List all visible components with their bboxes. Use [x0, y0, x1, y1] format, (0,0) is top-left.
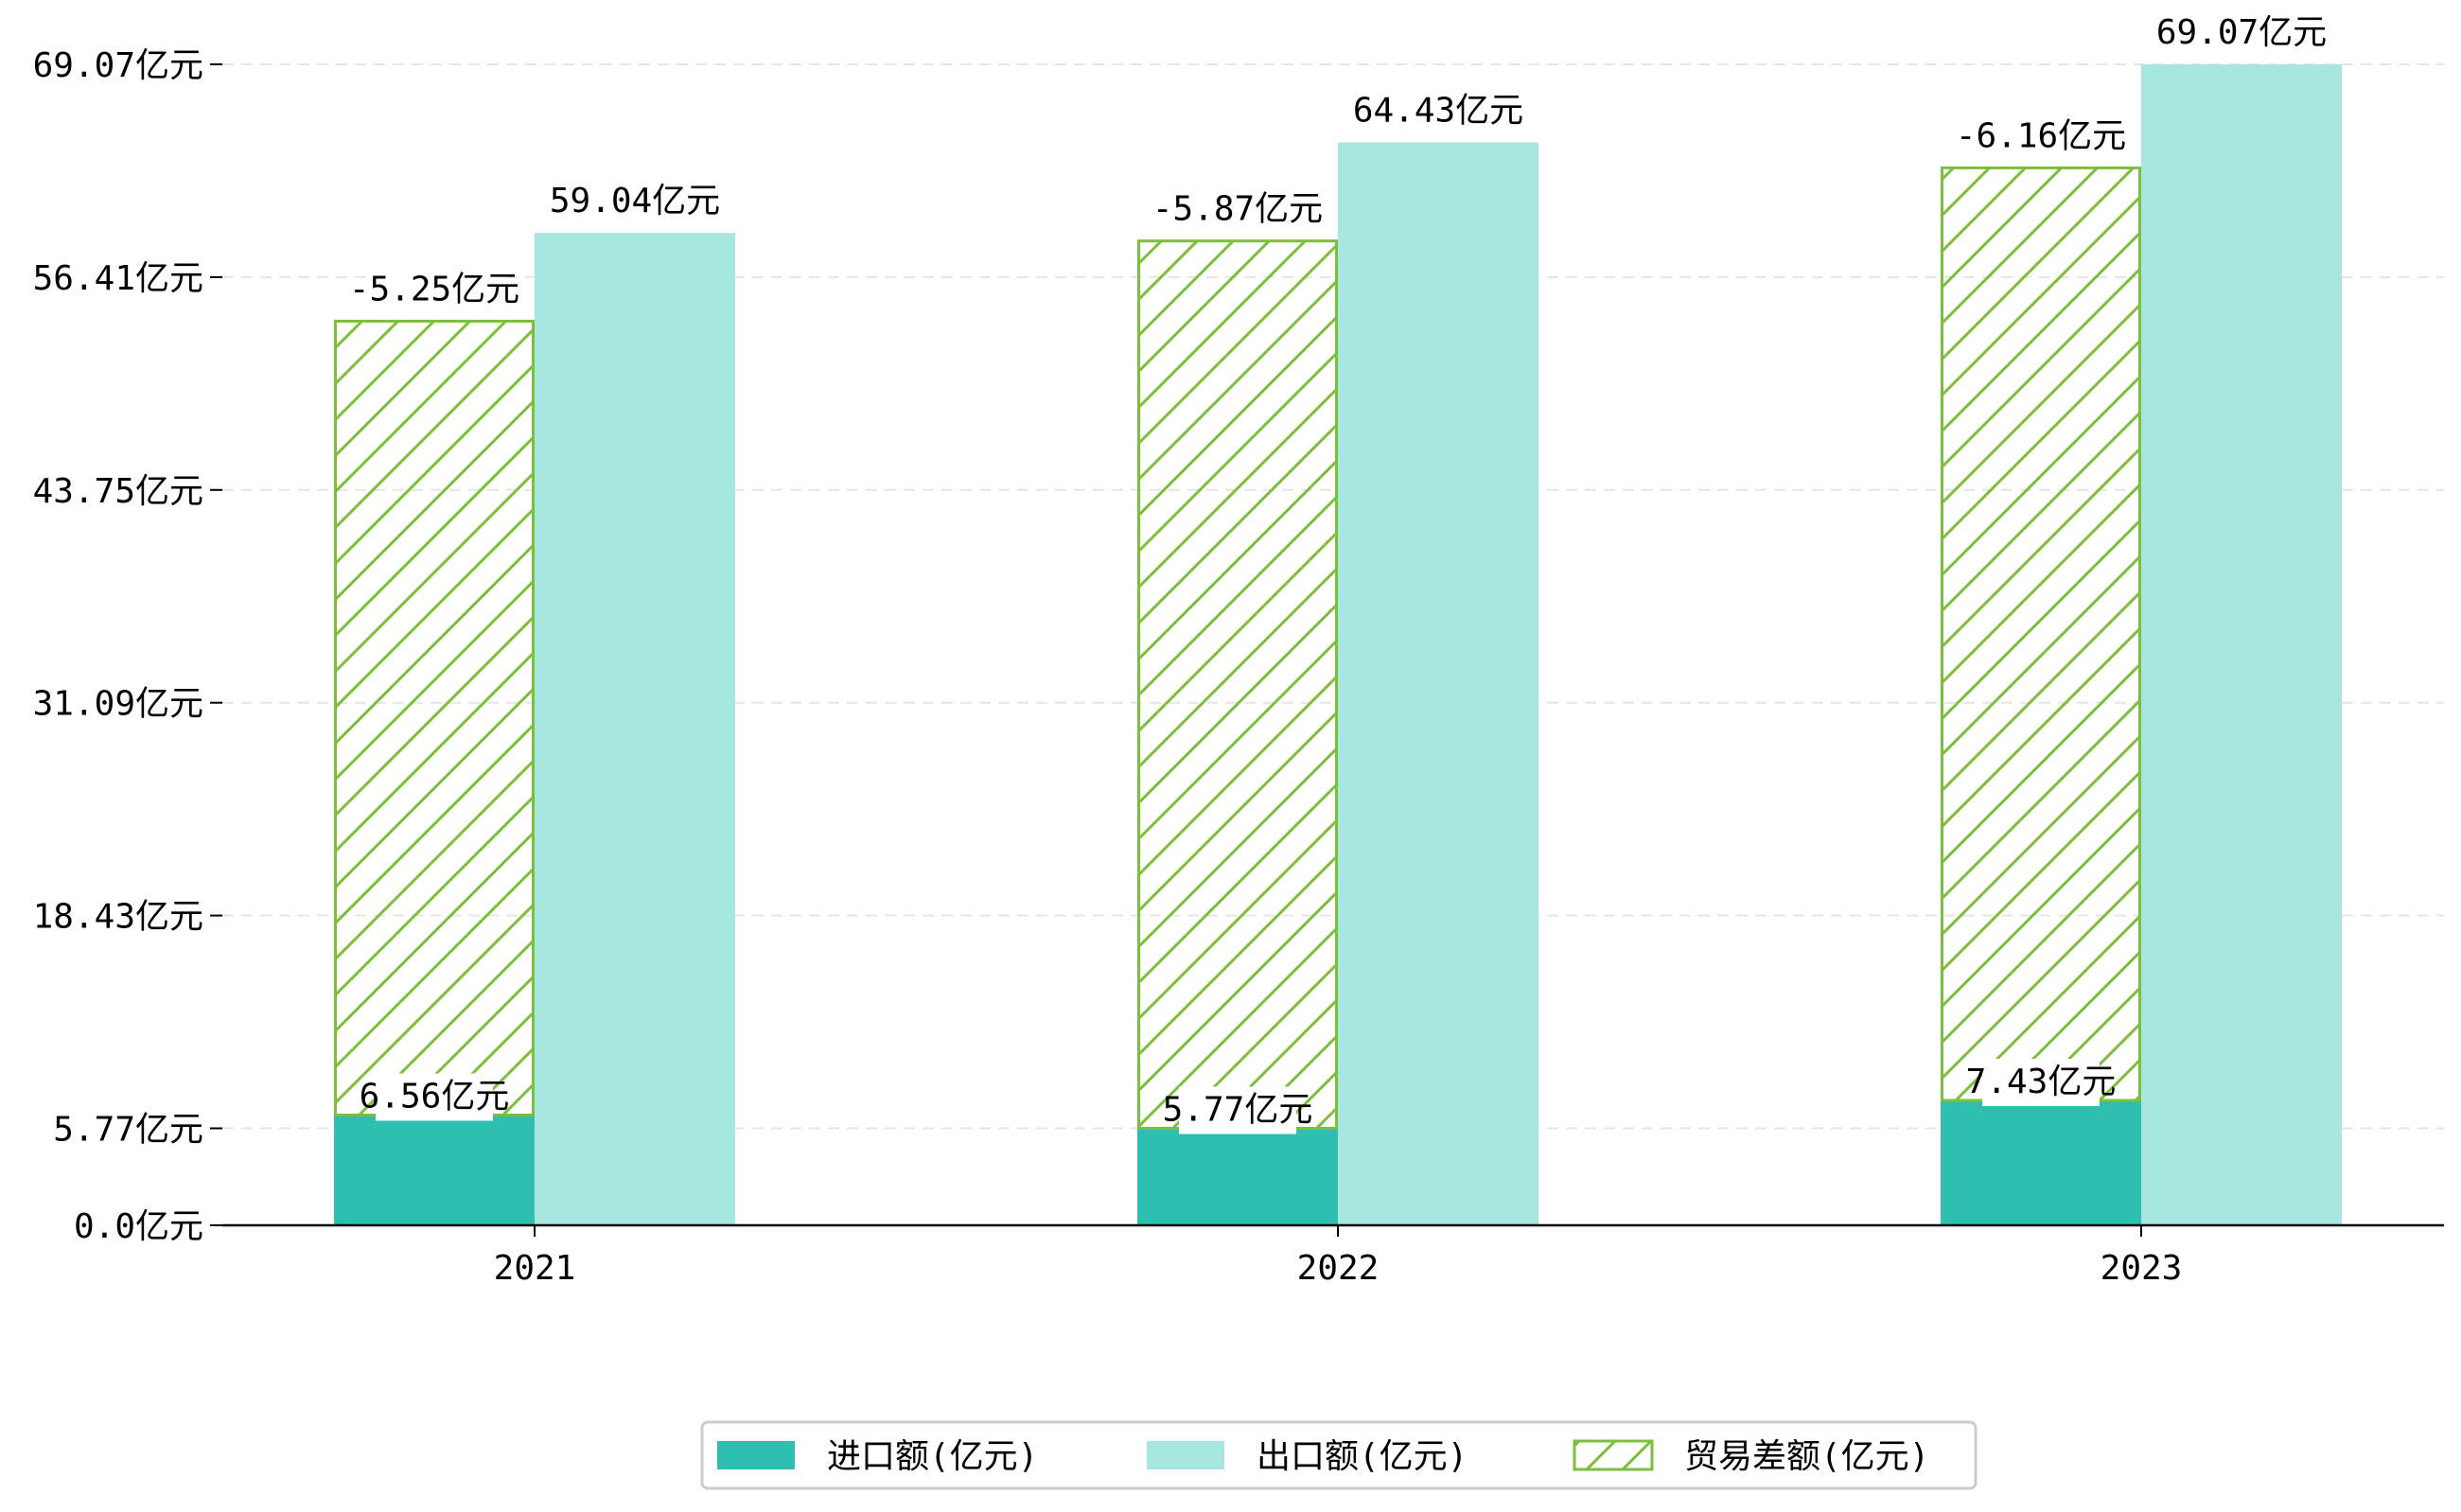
legend-swatch [1147, 1441, 1224, 1469]
trade-balance-value-label-box [1169, 185, 1306, 234]
y-tick-label: 56.41亿元 [33, 259, 203, 298]
legend-item-trade-balance: 贸易差额(亿元) [1573, 1437, 1929, 1476]
x-tick-label: 2022 [1297, 1249, 1380, 1288]
import-value-label: 5.77亿元 [1163, 1090, 1313, 1129]
legend: 进口额(亿元) 出口额(亿元) 贸易差额(亿元) [700, 1420, 1978, 1490]
trade-balance-value-label-box [1973, 113, 2109, 161]
export-bar [2141, 64, 2342, 1225]
import-value-label: 7.43亿元 [1966, 1063, 2117, 1101]
import-bar [1941, 1100, 2141, 1225]
y-tick-label: 43.75亿元 [33, 472, 203, 511]
import-value-label-box [1982, 1059, 2100, 1107]
legend-label: 进口额(亿元) [827, 1437, 1038, 1476]
legend-item-export: 出口额(亿元) [1147, 1437, 1468, 1476]
data-labels: 6.56亿元 -5.25亿元 59.04亿元 5.77亿元 -5.87亿元 64.43亿元… [349, 9, 2327, 1134]
import-bar [1137, 1128, 1338, 1225]
export-value-label-box [1370, 87, 1506, 135]
trade-balance-value-label: -6.16亿元 [1956, 116, 2126, 155]
export-value-label-box [567, 178, 703, 226]
export-bar [1338, 142, 1538, 1225]
import-value-label-box [376, 1073, 493, 1121]
trade-balance-bar [334, 319, 535, 1116]
legend-swatch [1573, 1439, 1654, 1471]
y-tick-label: 18.43亿元 [33, 898, 203, 937]
trade-balance-bar [1137, 239, 1338, 1130]
y-tick-label: 0.0亿元 [74, 1207, 203, 1246]
x-tick-label: 2023 [2101, 1249, 2183, 1288]
legend-swatch [717, 1441, 795, 1469]
import-bar [334, 1115, 535, 1225]
export-value-label: 59.04亿元 [550, 182, 720, 220]
trade-balance-value-label-box [366, 266, 502, 314]
legend-label: 贸易差额(亿元) [1684, 1437, 1929, 1476]
trade-balance-value-label: -5.25亿元 [349, 270, 519, 308]
y-tick-label: 31.09亿元 [33, 685, 203, 724]
import-value-label: 6.56亿元 [360, 1077, 510, 1116]
legend-frame [700, 1420, 1978, 1490]
trade-balance-bar [1941, 166, 2141, 1102]
y-tick-label: 69.07亿元 [33, 46, 203, 85]
import-value-label-box [1179, 1086, 1296, 1134]
export-value-label-box [2173, 9, 2310, 57]
export-bar [535, 233, 735, 1225]
trade-balance-value-label: -5.87亿元 [1152, 190, 1323, 229]
y-tick-label: 5.77亿元 [53, 1110, 203, 1149]
bars [334, 64, 2342, 1225]
export-value-label: 64.43亿元 [1353, 91, 1523, 130]
legend-item-import: 进口额(亿元) [717, 1437, 1038, 1476]
x-tick-label: 2021 [494, 1249, 576, 1288]
axes: 0.0亿元 5.77亿元 18.43亿元 31.09亿元 43.75亿元 56.41亿元 6… [33, 46, 2444, 1288]
export-value-label: 69.07亿元 [2156, 13, 2327, 52]
legend-label: 出口额(亿元) [1257, 1437, 1468, 1476]
